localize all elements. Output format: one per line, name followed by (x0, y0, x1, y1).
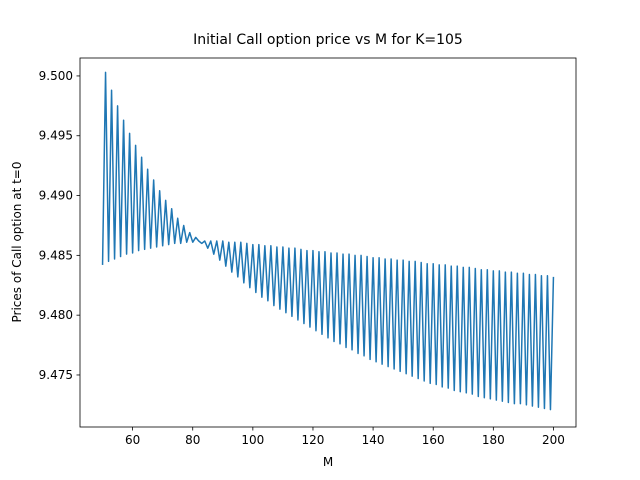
x-axis-label: M (323, 455, 333, 469)
chart-title: Initial Call option price vs M for K=105 (193, 32, 463, 48)
x-tick-label: 80 (185, 433, 200, 447)
y-tick-label: 9.485 (39, 248, 73, 262)
x-tick-label: 100 (241, 433, 264, 447)
y-axis-label: Prices of Call option at t=0 (10, 162, 24, 323)
x-tick-label: 180 (482, 433, 505, 447)
y-tick-label: 9.490 (39, 189, 73, 203)
x-tick-label: 160 (422, 433, 445, 447)
y-tick-label: 9.475 (39, 368, 73, 382)
x-tick-label: 60 (125, 433, 140, 447)
y-tick-label: 9.495 (39, 129, 73, 143)
x-tick-label: 200 (542, 433, 565, 447)
plot-frame (79, 57, 577, 428)
x-tick-label: 120 (302, 433, 325, 447)
line-series (101, 71, 555, 411)
x-tick-label: 140 (362, 433, 385, 447)
y-tick-label: 9.500 (39, 69, 73, 83)
y-tick-label: 9.480 (39, 308, 73, 322)
